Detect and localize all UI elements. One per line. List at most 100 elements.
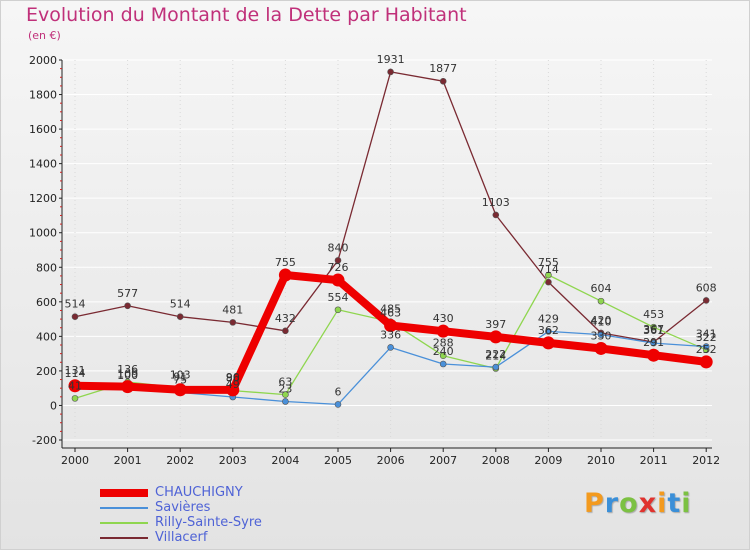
data-label: 341 [696, 328, 717, 341]
data-label: 453 [643, 308, 664, 321]
data-label: 514 [65, 298, 86, 311]
data-point [334, 257, 342, 264]
data-label: 100 [117, 369, 138, 382]
logo-letter: o [619, 488, 639, 519]
data-label: 410 [591, 316, 612, 329]
chart-legend: CHAUCHIGNY Savières Rilly-Sainte-Syre Villa… [100, 485, 400, 546]
data-label: 840 [328, 241, 349, 254]
data-point [387, 68, 394, 76]
x-tick-label: 2010 [587, 454, 615, 467]
data-label: 361 [643, 324, 664, 337]
data-point [545, 328, 552, 335]
legend-item: Rilly-Sainte-Syre [100, 515, 400, 531]
y-tick-label: 2000 [29, 54, 57, 67]
data-point [124, 302, 131, 310]
x-tick-label: 2005 [324, 454, 352, 467]
data-label: 41 [68, 379, 82, 392]
data-point [334, 306, 342, 314]
data-label: 481 [222, 303, 243, 316]
x-tick-label: 2004 [271, 454, 299, 467]
data-label: 23 [278, 382, 292, 395]
data-label: 1103 [482, 196, 510, 209]
data-label: 755 [538, 256, 559, 269]
y-tick-label: 600 [36, 296, 57, 309]
data-label: 103 [170, 369, 191, 382]
data-point [278, 268, 292, 282]
data-point [282, 398, 289, 405]
x-tick-label: 2006 [377, 454, 405, 467]
x-tick-label: 2009 [534, 454, 562, 467]
data-point [439, 360, 447, 368]
data-label: 240 [433, 345, 454, 358]
logo-letter: P [584, 488, 605, 519]
x-tick-label: 2007 [429, 454, 457, 467]
data-point [492, 363, 500, 371]
data-label: 429 [538, 312, 559, 325]
data-point [436, 324, 450, 338]
data-label: 432 [275, 312, 296, 325]
legend-item: CHAUCHIGNY [100, 485, 400, 501]
x-tick-label: 2008 [482, 454, 510, 467]
data-label: 291 [643, 336, 664, 349]
data-point [650, 323, 657, 331]
legend-label: Villacerf [155, 530, 208, 545]
data-label: 114 [65, 367, 86, 380]
data-point [545, 278, 552, 286]
data-point [68, 379, 82, 393]
data-label: 222 [485, 348, 506, 361]
legend-swatch [100, 507, 148, 509]
chart-subtitle: (en €) [28, 29, 61, 42]
proxiti-logo: Proxiti [584, 488, 692, 519]
data-point [226, 383, 240, 397]
y-tick-label: 800 [36, 261, 57, 274]
data-point [702, 297, 710, 304]
data-point [229, 319, 237, 326]
data-point [541, 336, 555, 350]
data-label: 322 [696, 331, 717, 344]
data-point [489, 330, 503, 344]
series-lines [68, 68, 713, 408]
data-point [384, 318, 398, 332]
logo-letter: i [681, 488, 692, 519]
data-label: 63 [278, 376, 292, 389]
data-label: 714 [538, 263, 559, 276]
data-label: 577 [117, 287, 138, 300]
logo-letter: i [657, 488, 668, 519]
data-label: 330 [591, 329, 612, 342]
y-tick-label: 1600 [29, 123, 57, 136]
data-point [597, 297, 605, 305]
data-point [173, 383, 187, 397]
data-label: 214 [485, 349, 506, 362]
data-label: 755 [275, 256, 296, 269]
data-point [492, 211, 500, 219]
data-point [334, 401, 342, 408]
y-tick-label: 1400 [29, 158, 57, 171]
data-point [176, 313, 184, 320]
data-point [439, 77, 447, 85]
legend-item: Savières [100, 500, 400, 516]
y-tick-label: -200 [32, 434, 57, 447]
data-label: 131 [65, 364, 86, 377]
data-label: 109 [117, 368, 138, 381]
y-tick-label: 1200 [29, 192, 57, 205]
data-point [702, 343, 710, 350]
data-label: 514 [170, 298, 191, 311]
data-point [545, 271, 552, 279]
data-label: 336 [380, 328, 401, 341]
legend-label: Savières [155, 500, 211, 515]
data-label: 288 [433, 337, 454, 350]
x-tick-label: 2003 [219, 454, 247, 467]
data-label: 608 [696, 281, 717, 294]
data-label: 726 [328, 261, 349, 274]
data-point [331, 273, 345, 287]
data-labels: 514 577 514 481 432 840 1931 1877 1103 714 420 367 6… [65, 53, 717, 399]
data-point [71, 313, 79, 320]
data-label: 362 [538, 324, 559, 337]
legend-swatch [100, 522, 148, 524]
logo-letter: r [604, 488, 620, 519]
data-point [647, 348, 661, 362]
axes: -200 0 200 400 600 800 1000 1200 1400 1600 1800 200… [29, 54, 720, 467]
data-label: 252 [696, 343, 717, 356]
data-point [387, 344, 394, 351]
